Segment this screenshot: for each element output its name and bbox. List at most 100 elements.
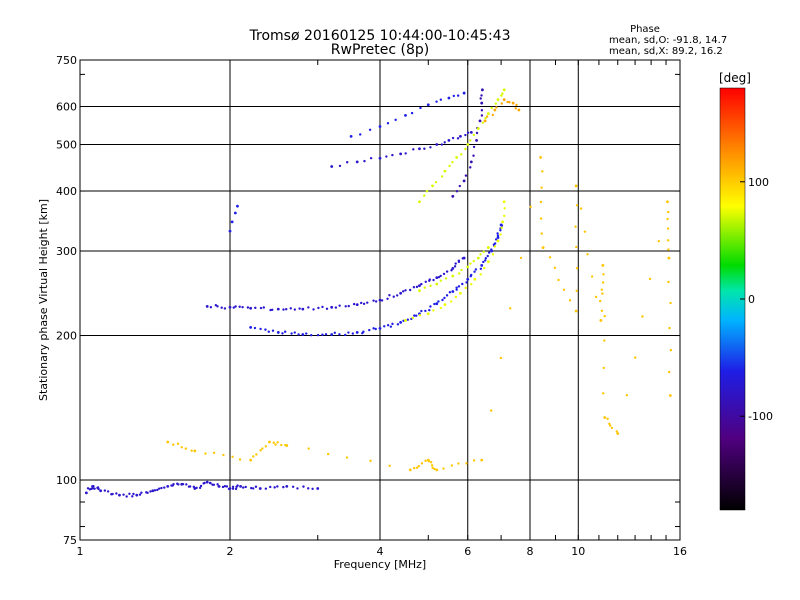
data-point: [472, 154, 475, 157]
data-point: [118, 493, 121, 497]
data-point: [408, 468, 412, 472]
data-point: [372, 327, 375, 330]
data-point: [426, 312, 430, 316]
data-point: [386, 324, 390, 327]
data-point: [541, 170, 544, 173]
data-point: [420, 282, 423, 286]
plot-frame: [79, 59, 681, 541]
data-point: [495, 106, 498, 109]
data-point: [203, 481, 206, 485]
data-point: [351, 332, 355, 335]
data-point: [404, 289, 407, 292]
data-point: [462, 179, 466, 183]
data-point: [450, 464, 454, 467]
data-point: [479, 97, 482, 100]
data-point: [433, 302, 436, 306]
data-point: [539, 200, 543, 204]
data-point: [156, 488, 159, 492]
data-point: [317, 306, 320, 310]
data-point: [216, 483, 219, 486]
data-point: [236, 484, 239, 487]
data-point: [514, 107, 517, 110]
data-point: [99, 489, 103, 493]
data-point: [667, 239, 670, 242]
data-point: [283, 330, 287, 333]
data-point: [230, 220, 234, 224]
data-point: [515, 103, 518, 107]
data-point: [484, 259, 487, 262]
data-point: [502, 200, 506, 204]
data-point: [486, 260, 490, 264]
data-point: [541, 246, 545, 249]
data-point: [480, 109, 484, 112]
data-point: [465, 281, 468, 284]
data-point: [296, 487, 299, 490]
data-point: [413, 314, 416, 317]
data-point: [172, 483, 175, 486]
data-point: [241, 486, 245, 489]
data-point: [160, 486, 163, 490]
data-point: [667, 248, 670, 251]
data-point: [250, 486, 253, 490]
data-point: [443, 303, 447, 306]
data-point: [489, 409, 493, 412]
data-point: [575, 204, 579, 207]
data-point: [374, 300, 378, 303]
data-point: [475, 131, 479, 135]
data-point: [435, 282, 439, 286]
data-point: [122, 493, 125, 496]
data-point: [600, 309, 604, 312]
data-point: [411, 316, 414, 320]
data-point: [476, 256, 480, 260]
y-tick-label: 75: [63, 534, 77, 547]
data-point: [575, 289, 578, 293]
data-point: [415, 314, 418, 317]
data-point: [539, 217, 543, 220]
data-point: [480, 94, 483, 97]
data-point: [452, 94, 456, 98]
data-point: [457, 462, 460, 465]
y-tick-label: 750: [56, 54, 77, 67]
data-point: [431, 184, 434, 188]
data-point: [428, 308, 431, 312]
data-point: [181, 482, 185, 486]
data-point: [423, 147, 426, 150]
data-point: [305, 332, 308, 335]
data-point: [385, 155, 388, 158]
data-point: [601, 292, 604, 295]
data-point: [218, 485, 221, 488]
data-point: [276, 307, 280, 311]
data-point: [456, 94, 460, 97]
data-point: [166, 440, 170, 444]
data-point: [557, 278, 560, 282]
data-point: [669, 348, 673, 352]
data-point: [511, 101, 515, 105]
data-point: [180, 446, 183, 449]
data-point: [423, 286, 426, 289]
data-point: [412, 466, 416, 470]
data-point: [641, 315, 644, 318]
data-point: [249, 458, 253, 462]
data-point: [92, 484, 95, 488]
data-point: [451, 194, 455, 198]
data-point: [418, 284, 421, 288]
data-point: [486, 246, 490, 249]
data-point: [241, 305, 244, 309]
data-point: [634, 356, 637, 359]
data-point: [418, 289, 421, 293]
data-point: [553, 266, 557, 270]
data-point: [424, 309, 427, 313]
data-point: [333, 331, 337, 334]
data-point: [469, 262, 472, 265]
data-point: [583, 230, 587, 233]
data-point: [470, 282, 473, 286]
data-point: [454, 295, 458, 299]
phase-x-stats: mean, sd,X: 89.2, 16.2: [609, 46, 723, 57]
x-tick-label: 1: [77, 545, 84, 558]
data-point: [389, 325, 393, 328]
data-point: [503, 214, 506, 218]
data-point: [301, 307, 305, 311]
data-point: [234, 305, 237, 308]
data-point: [424, 280, 427, 284]
data-point: [151, 489, 155, 493]
